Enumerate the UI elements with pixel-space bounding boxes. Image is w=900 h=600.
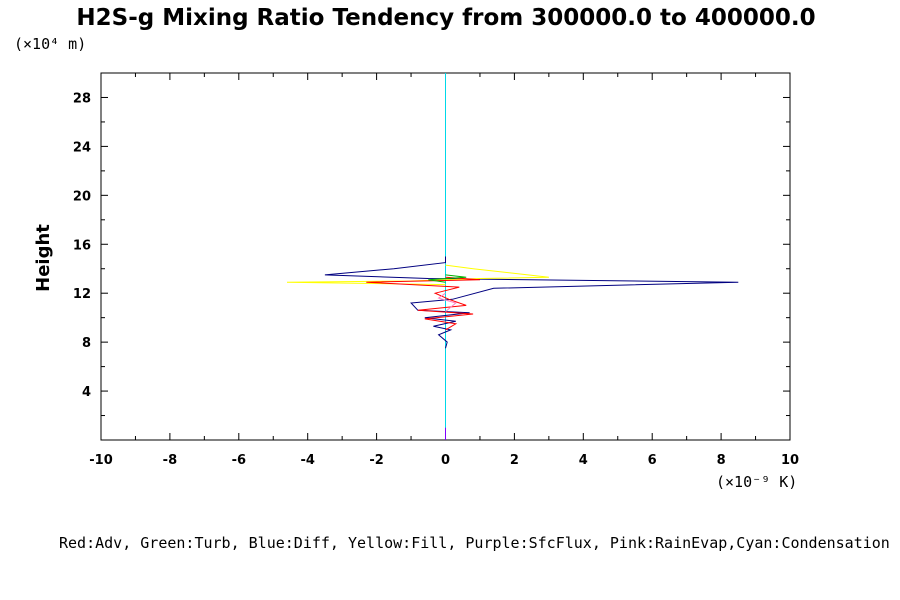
x-tick-label: 0 [441, 453, 450, 468]
legend-text: Red:Adv, Green:Turb, Blue:Diff, Yellow:F… [59, 534, 890, 552]
x-tick-label: 10 [781, 453, 799, 468]
y-tick-label: 28 [73, 91, 91, 106]
x-tick-label: 2 [510, 453, 519, 468]
series-line-1 [324, 256, 739, 349]
series-line-2 [286, 264, 549, 286]
x-tick-label: -10 [89, 453, 113, 468]
y-axis-unit: (×10⁴ m) [14, 35, 86, 53]
y-tick-label: 8 [82, 336, 91, 351]
x-axis-unit: (×10⁻⁹ K) [716, 473, 797, 491]
x-tick-label: 6 [648, 453, 657, 468]
x-tick-label: 8 [717, 453, 726, 468]
series-line-4 [428, 274, 467, 283]
series-line-3 [366, 276, 481, 331]
series-line-5 [437, 292, 457, 312]
y-tick-label: 20 [73, 189, 91, 204]
y-tick-label: 4 [82, 385, 91, 400]
y-tick-label: 12 [73, 287, 91, 302]
x-tick-label: -4 [300, 453, 314, 468]
x-tick-label: -6 [232, 453, 246, 468]
x-tick-label: 4 [579, 453, 588, 468]
x-tick-label: -2 [369, 453, 383, 468]
x-tick-label: -8 [163, 453, 177, 468]
y-tick-label: 16 [73, 238, 91, 253]
y-axis-label: Height [33, 224, 54, 292]
chart-title: H2S-g Mixing Ratio Tendency from 300000.… [76, 5, 815, 31]
y-tick-label: 24 [73, 140, 91, 155]
